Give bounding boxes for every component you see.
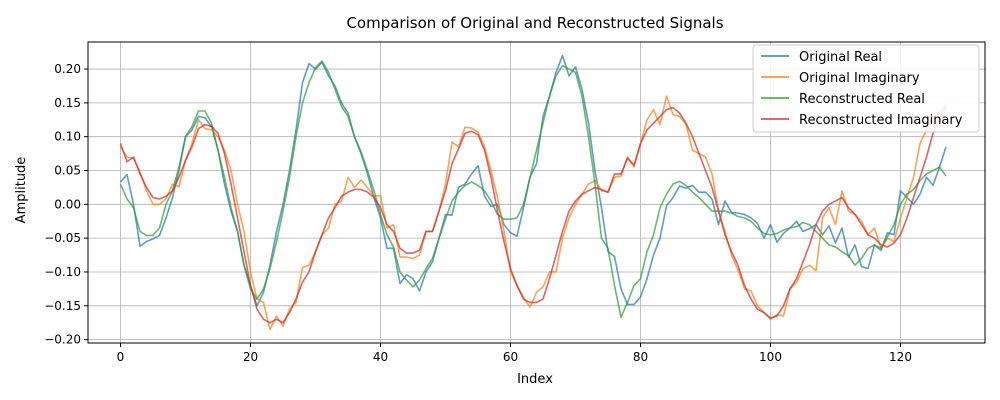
y-tick-label: −0.10 [44, 265, 81, 279]
series-line-original-real [119, 54, 947, 307]
x-axis-ticks: 0 20 40 60 80 100 120 [117, 343, 912, 364]
x-tick-label: 60 [503, 350, 518, 364]
x-tick-label: 0 [117, 350, 125, 364]
y-axis-ticks: −0.20 −0.15 −0.10 −0.05 0.00 0.05 0.10 0.15 0.20 [44, 62, 88, 347]
y-tick-label: 0.10 [54, 130, 81, 144]
y-tick-label: 0.15 [54, 96, 81, 110]
plot-area [87, 41, 986, 344]
chart-title: Comparison of Original and Reconstructed… [346, 14, 723, 32]
y-tick-label: −0.05 [44, 231, 81, 245]
x-tick-label: 120 [889, 350, 912, 364]
plot-border [87, 41, 986, 344]
series-line-original-imaginary [119, 95, 947, 331]
legend-label-reconstructed-imaginary: Reconstructed Imaginary [799, 113, 963, 128]
y-tick-label: 0.20 [54, 62, 81, 76]
y-tick-label: 0.05 [54, 164, 81, 178]
y-axis-label: Amplitude [14, 157, 29, 224]
series-lines [119, 54, 947, 331]
y-tick-label: −0.15 [44, 299, 81, 313]
legend: Original Real Original Imaginary Reconstru… [752, 44, 980, 133]
x-axis-label: Index [517, 372, 553, 387]
legend-box [752, 44, 980, 133]
legend-label-reconstructed-real: Reconstructed Real [799, 92, 925, 107]
legend-label-original-real: Original Real [799, 50, 882, 65]
x-tick-label: 40 [373, 350, 388, 364]
legend-label-original-imaginary: Original Imaginary [799, 71, 920, 86]
grid-lines [88, 42, 985, 343]
series-line-reconstructed-imaginary [119, 105, 947, 324]
x-tick-label: 100 [759, 350, 782, 364]
x-tick-label: 20 [243, 350, 258, 364]
x-tick-label: 80 [633, 350, 648, 364]
y-tick-label: 0.00 [54, 197, 81, 211]
series-line-reconstructed-real [119, 60, 947, 319]
y-tick-label: −0.20 [44, 333, 81, 347]
